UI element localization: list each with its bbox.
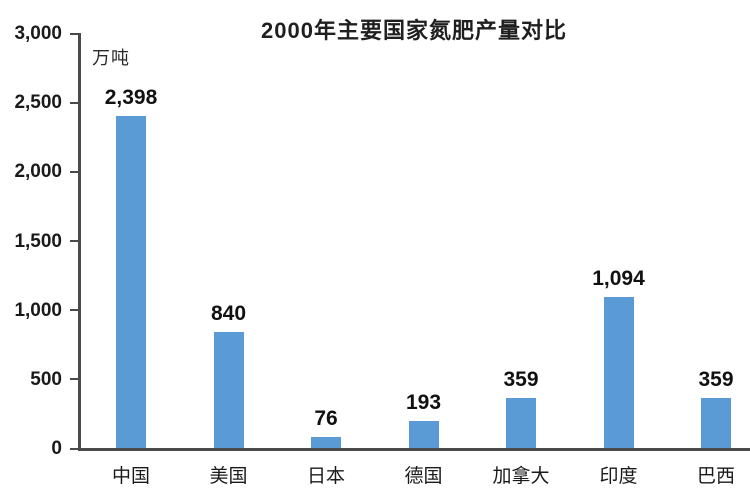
category-label-日本: 日本 xyxy=(306,466,345,487)
bar-加拿大 xyxy=(506,398,536,448)
bar-value-label: 2,398 xyxy=(104,86,158,110)
category-label-德国: 德国 xyxy=(404,466,443,487)
bar-value-label: 359 xyxy=(698,368,734,392)
bar-巴西 xyxy=(701,398,731,448)
y-tick-mark xyxy=(70,378,78,381)
y-tick-mark xyxy=(70,309,78,312)
bar-日本 xyxy=(311,437,341,448)
category-label-加拿大: 加拿大 xyxy=(492,466,550,487)
y-tick-mark xyxy=(70,101,78,104)
y-axis-line xyxy=(78,33,81,451)
category-label-中国: 中国 xyxy=(111,466,150,487)
bar-德国 xyxy=(408,421,439,448)
y-tick-mark xyxy=(70,447,78,450)
category-label-印度: 印度 xyxy=(599,466,638,487)
y-tick-mark xyxy=(70,240,78,242)
category-label-巴西: 巴西 xyxy=(696,466,735,487)
bar-value-label: 76 xyxy=(314,407,338,431)
y-tick-label: 0 xyxy=(51,438,62,459)
y-axis-unit-label: 万吨 xyxy=(92,48,130,68)
y-tick-mark xyxy=(70,170,78,173)
y-tick-mark xyxy=(70,32,78,35)
y-tick-label: 2,000 xyxy=(14,161,62,183)
bar-美国 xyxy=(213,331,244,448)
y-tick-label: 3,000 xyxy=(14,23,62,44)
bar-value-label: 359 xyxy=(503,368,539,392)
bar-value-label: 840 xyxy=(210,301,247,325)
bar-印度 xyxy=(603,296,634,448)
bar-中国 xyxy=(116,116,146,448)
chart-title: 2000年主要国家氮肥产量对比 xyxy=(261,18,567,43)
bar-value-label: 1,094 xyxy=(592,266,645,290)
y-tick-label: 1,500 xyxy=(14,230,62,252)
y-tick-label: 1,000 xyxy=(14,299,62,321)
bar-value-label: 193 xyxy=(405,391,442,415)
x-axis-line xyxy=(78,448,750,451)
y-tick-label: 2,500 xyxy=(14,92,62,114)
category-label-美国: 美国 xyxy=(209,466,248,487)
y-tick-label: 500 xyxy=(30,368,62,390)
